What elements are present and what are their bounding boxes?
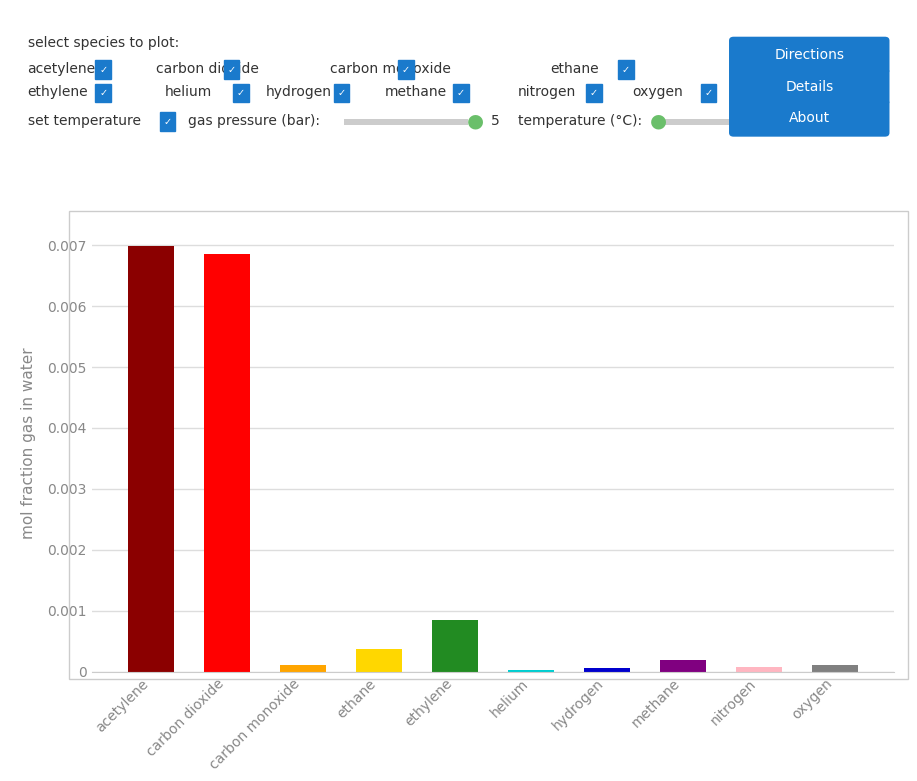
Text: nitrogen: nitrogen <box>518 85 577 99</box>
Y-axis label: mol fraction gas in water: mol fraction gas in water <box>21 348 37 539</box>
Text: ✓: ✓ <box>590 88 598 98</box>
Text: carbon dioxide: carbon dioxide <box>156 62 259 76</box>
Text: ✓: ✓ <box>163 117 171 127</box>
Text: ethane: ethane <box>550 62 599 76</box>
Text: hydrogen: hydrogen <box>266 85 332 99</box>
Text: 0: 0 <box>787 114 796 128</box>
Text: ✓: ✓ <box>99 88 107 98</box>
Text: ✓: ✓ <box>704 88 713 98</box>
Bar <box>812 665 857 672</box>
Text: ethylene: ethylene <box>28 85 88 99</box>
Bar <box>356 648 402 672</box>
Text: ●: ● <box>467 112 483 130</box>
Text: ✓: ✓ <box>337 88 346 98</box>
Text: ✓: ✓ <box>622 65 630 74</box>
Bar <box>204 255 249 672</box>
Text: gas pressure (bar):: gas pressure (bar): <box>188 114 320 128</box>
Text: ✓: ✓ <box>227 65 236 74</box>
Text: ✓: ✓ <box>237 88 245 98</box>
Text: ✓: ✓ <box>402 65 410 74</box>
Bar <box>660 661 706 672</box>
Bar <box>280 665 326 672</box>
Text: ●: ● <box>650 112 667 130</box>
Text: About: About <box>790 111 830 125</box>
Text: Details: Details <box>786 80 834 94</box>
Text: carbon monoxide: carbon monoxide <box>330 62 451 76</box>
Bar <box>128 247 173 672</box>
Bar <box>736 667 781 672</box>
Text: ✓: ✓ <box>99 65 107 74</box>
Bar <box>432 620 478 672</box>
Text: helium: helium <box>165 85 213 99</box>
Text: select species to plot:: select species to plot: <box>28 36 179 50</box>
Text: Directions: Directions <box>775 48 845 62</box>
Text: oxygen: oxygen <box>633 85 683 99</box>
Text: acetylene: acetylene <box>28 62 95 76</box>
Text: set temperature: set temperature <box>28 114 140 128</box>
Bar <box>508 670 554 672</box>
Text: 5: 5 <box>491 114 500 128</box>
Text: temperature (°C):: temperature (°C): <box>518 114 642 128</box>
Bar <box>584 668 630 672</box>
Text: ✓: ✓ <box>457 88 465 98</box>
Text: methane: methane <box>385 85 447 99</box>
